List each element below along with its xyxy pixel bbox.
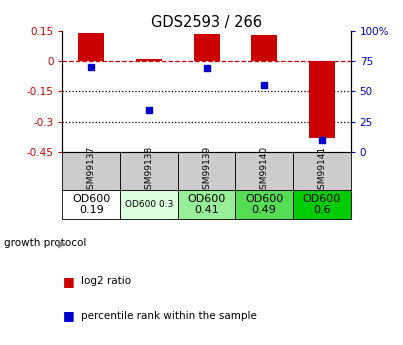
Text: percentile rank within the sample: percentile rank within the sample xyxy=(81,311,256,321)
Bar xyxy=(178,152,235,190)
Bar xyxy=(235,152,293,190)
Bar xyxy=(78,33,104,61)
Text: GSM99138: GSM99138 xyxy=(144,146,154,195)
Bar xyxy=(62,190,120,219)
Bar xyxy=(235,190,293,219)
Text: OD600
0.19: OD600 0.19 xyxy=(72,194,110,215)
Text: log2 ratio: log2 ratio xyxy=(81,276,131,286)
Text: ▶: ▶ xyxy=(58,238,67,248)
Title: GDS2593 / 266: GDS2593 / 266 xyxy=(151,15,262,30)
Bar xyxy=(120,190,178,219)
Bar xyxy=(178,190,235,219)
Text: OD600
0.6: OD600 0.6 xyxy=(303,194,341,215)
Text: OD600
0.49: OD600 0.49 xyxy=(245,194,283,215)
Text: OD600 0.3: OD600 0.3 xyxy=(125,200,173,209)
Bar xyxy=(62,152,120,190)
Text: ■: ■ xyxy=(62,309,74,322)
Text: growth protocol: growth protocol xyxy=(4,238,86,248)
Text: ■: ■ xyxy=(62,275,74,288)
Text: GSM99141: GSM99141 xyxy=(317,146,326,195)
Bar xyxy=(120,152,178,190)
Bar xyxy=(251,35,277,61)
Text: GSM99140: GSM99140 xyxy=(260,146,269,195)
Bar xyxy=(136,59,162,61)
Text: GSM99139: GSM99139 xyxy=(202,146,211,195)
Bar xyxy=(293,190,351,219)
Bar xyxy=(309,61,335,138)
Text: GSM99137: GSM99137 xyxy=(87,146,96,195)
Text: OD600
0.41: OD600 0.41 xyxy=(187,194,226,215)
Bar xyxy=(293,152,351,190)
Bar xyxy=(193,34,220,61)
